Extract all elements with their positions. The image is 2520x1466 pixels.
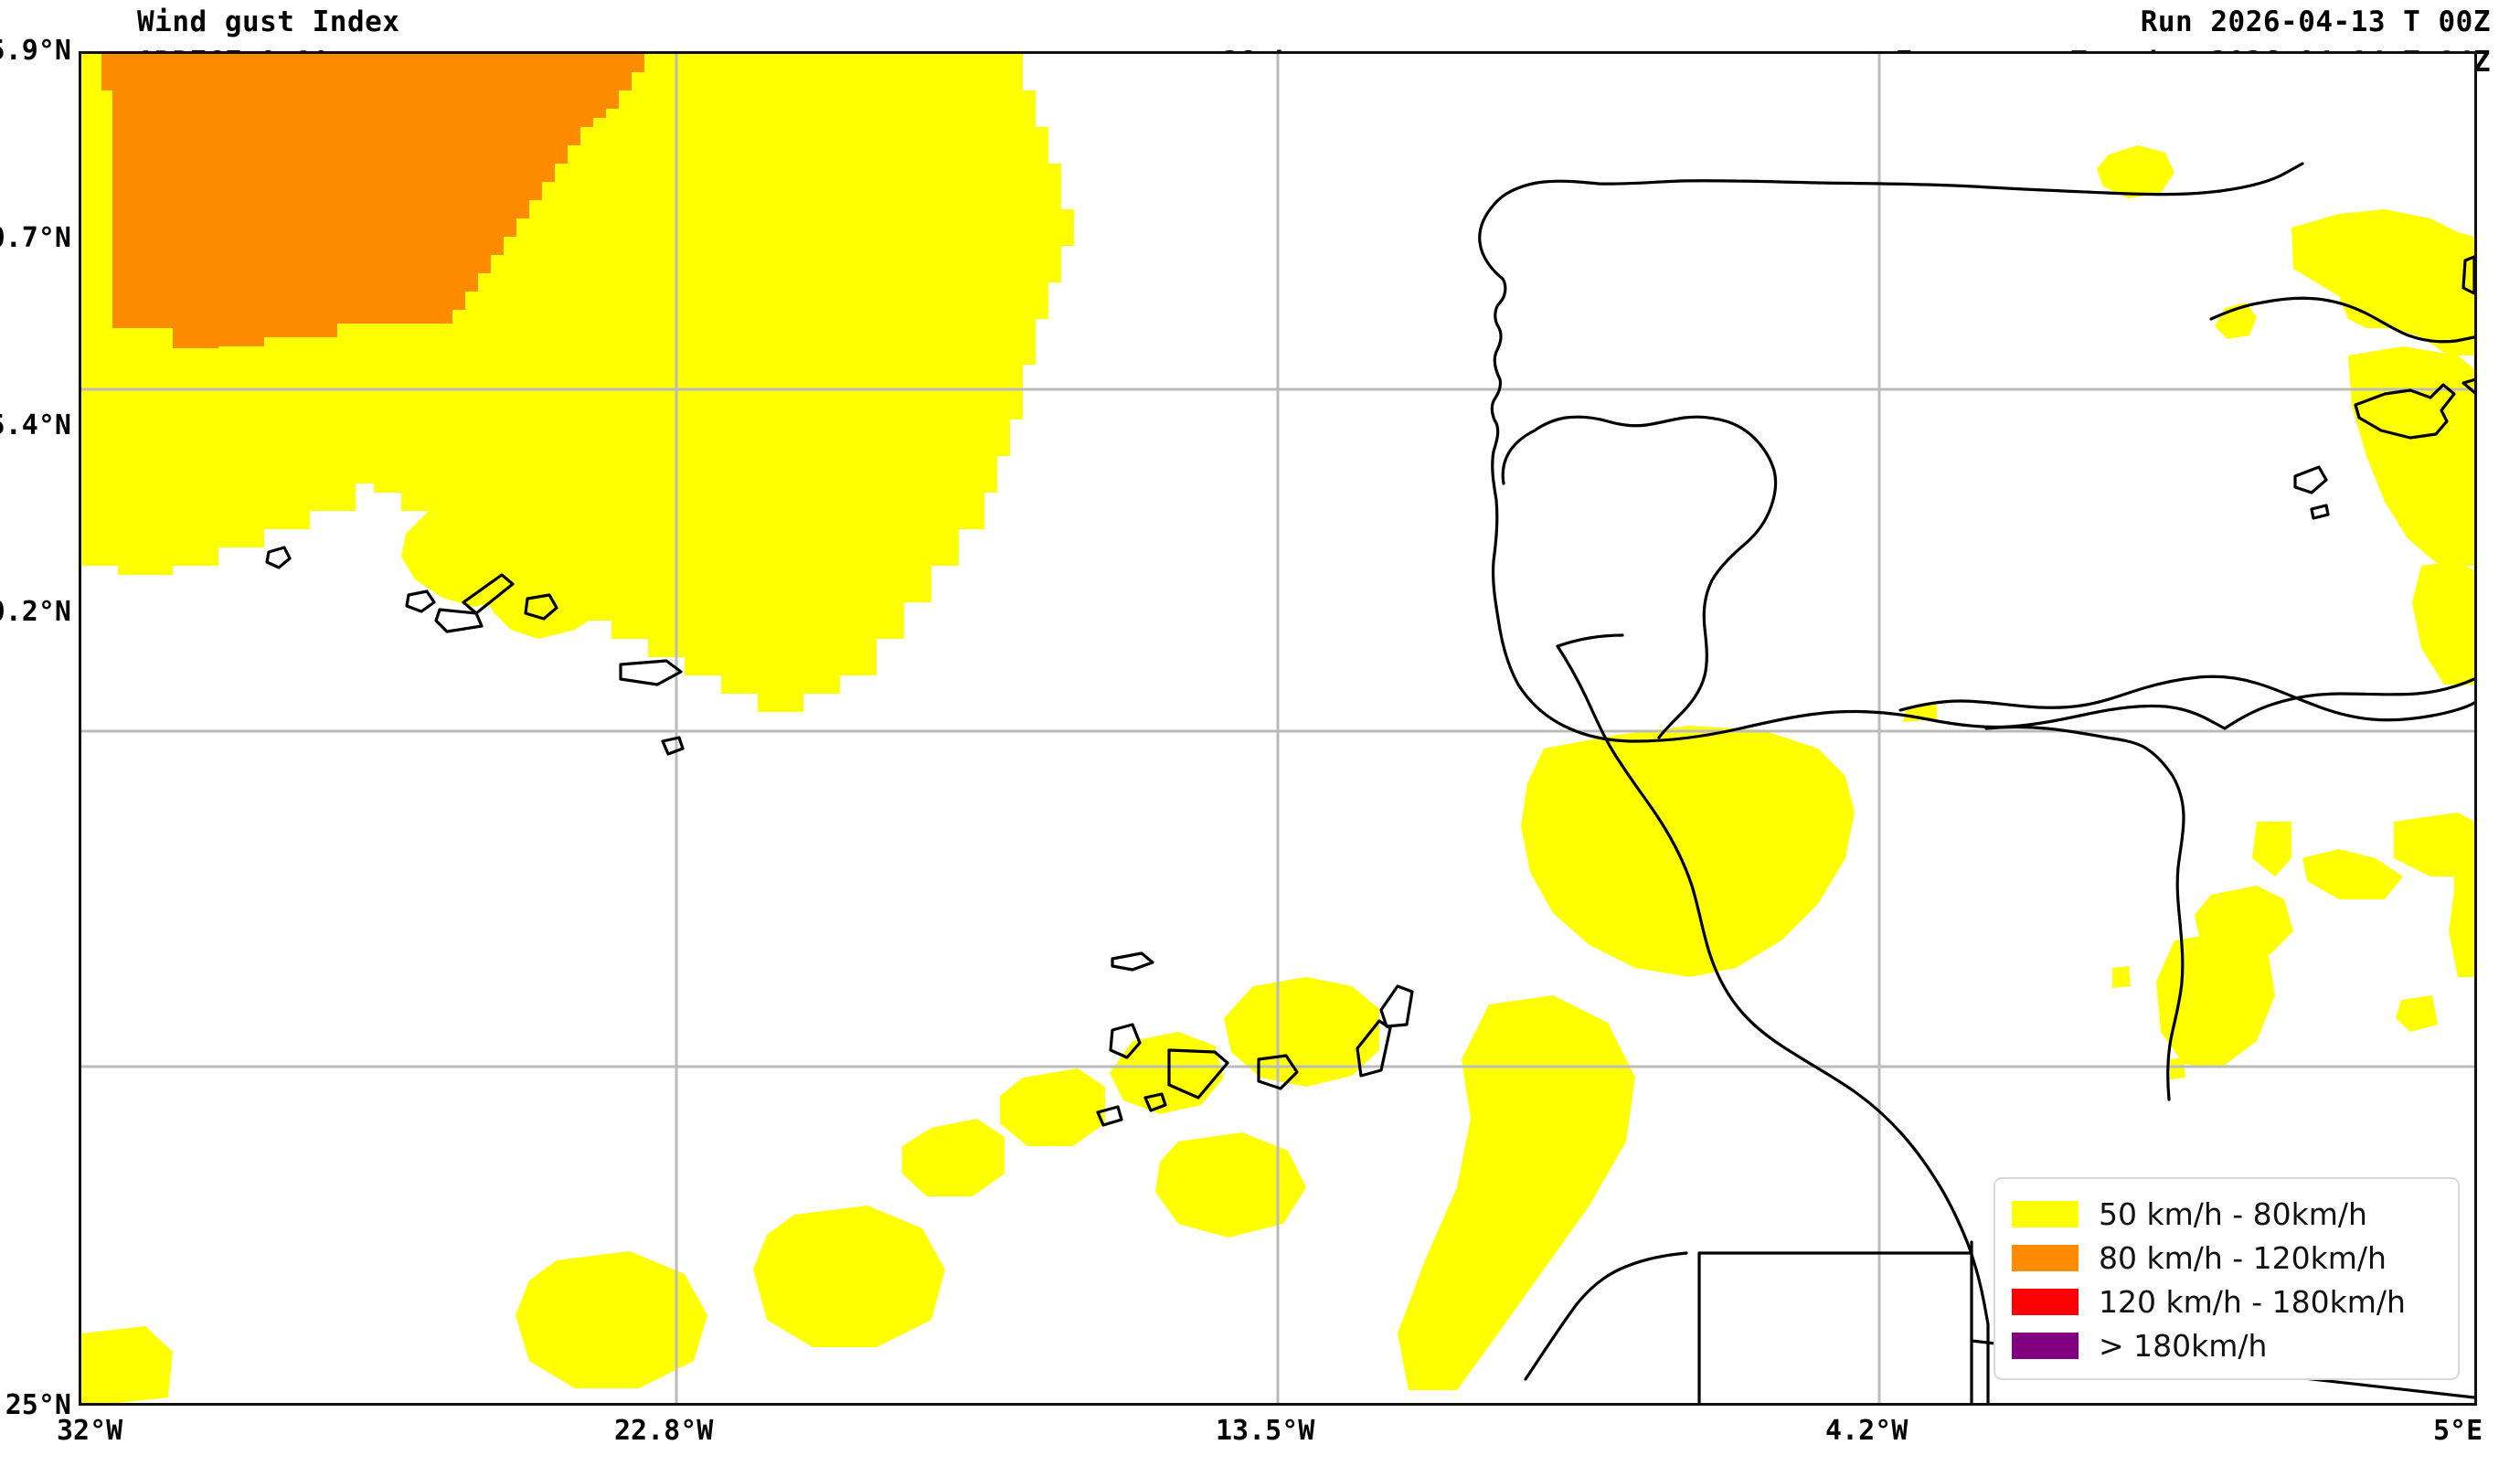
legend-label-purple: > 180km/h	[2099, 1327, 2268, 1364]
coastline-layer	[265, 162, 2474, 1403]
island-ibiza	[2293, 465, 2328, 494]
gust-area-yellow-atlas-8	[2396, 995, 2438, 1032]
island-azores-faial	[405, 590, 436, 613]
legend-swatch-yellow	[2012, 1200, 2079, 1227]
run-timestamp: Run 2026-04-13 T 00Z	[2140, 5, 2491, 38]
island-azores-terceira	[524, 593, 558, 621]
island-grancanaria	[1257, 1054, 1299, 1090]
island-menorca	[2462, 377, 2474, 395]
legend-label-orange: 80 km/h - 120km/h	[2099, 1239, 2387, 1276]
island-azores-pico	[462, 573, 515, 615]
legend-label-red: 120 km/h - 180km/h	[2099, 1283, 2406, 1320]
island-formentera	[2310, 504, 2330, 520]
border-western-sahara	[1697, 1240, 1973, 1403]
ytick-30-2n: 30.2°N	[0, 596, 71, 628]
gust-area-yellow-atlas-1	[2252, 822, 2291, 876]
gust-area-yellow-atlas-7	[2170, 1057, 2185, 1079]
legend-item-purple: > 180km/h	[2012, 1323, 2443, 1367]
gust-area-yellow-pyrenees-n	[2097, 145, 2174, 198]
xtick-5e: 5°E	[2433, 1415, 2483, 1447]
gust-area-yellow-canary-3	[1000, 1068, 1105, 1146]
gust-area-yellow-canary-7	[516, 1251, 707, 1388]
coastline-maghreb-med	[1898, 675, 2474, 722]
gust-area-yellow-sahara-coast-streak	[1398, 995, 1635, 1390]
legend-item-yellow: 50 km/h - 80km/h	[2012, 1192, 2443, 1236]
island-madeira	[1111, 951, 1154, 972]
gust-area-yellow-left-band	[81, 348, 452, 575]
xtick-22-8w: 22.8°W	[614, 1415, 714, 1447]
gust-area-yellow-canary-6	[753, 1206, 945, 1347]
island-azores-flores	[265, 546, 292, 569]
gust-area-yellow-canary-8	[81, 1326, 173, 1403]
coastline-gulf-of-lion	[2209, 296, 2474, 344]
legend-swatch-orange	[2012, 1244, 2079, 1271]
island-tenerife	[1167, 1048, 1229, 1100]
gust-area-yellow-atlas-6	[2112, 966, 2131, 988]
gust-area-yellow-balearic-ne	[2412, 561, 2474, 685]
island-azores-saojorge	[434, 608, 484, 633]
border-algeria	[1984, 725, 2185, 1101]
island-lanzarote	[1379, 984, 1414, 1028]
xtick-13-5w: 13.5°W	[1216, 1415, 1315, 1447]
wind-gust-field-layer	[81, 54, 2474, 1403]
island-mallorca	[2354, 383, 2456, 440]
island-azores-santamaria	[661, 736, 685, 756]
island-lapalma	[1109, 1023, 1142, 1059]
gust-area-yellow-catalonia	[2348, 346, 2474, 566]
island-gomera	[1143, 1092, 1167, 1112]
island-fuerteventura	[1356, 1019, 1392, 1078]
legend-item-red: 120 km/h - 180km/h	[2012, 1280, 2443, 1323]
gust-area-yellow-atlas-9	[2449, 845, 2474, 977]
gust-area-yellow-atlas-2	[2302, 849, 2403, 899]
gust-area-yellow-canary-5	[1155, 1132, 1306, 1238]
legend-item-orange: 80 km/h - 120km/h	[2012, 1236, 2443, 1280]
ytick-35-4n: 35.4°N	[0, 409, 71, 441]
gust-area-yellow-canary-4	[902, 1119, 1005, 1196]
coastline-iberia	[1478, 162, 2474, 743]
island-hierro	[1096, 1105, 1123, 1127]
gust-area-yellow-azores-tongue	[401, 502, 557, 607]
xtick-4-2w: 4.2°W	[1825, 1415, 1909, 1447]
legend-swatch-purple	[2012, 1332, 2079, 1359]
legend: 50 km/h - 80km/h 80 km/h - 120km/h 120 k…	[1994, 1177, 2460, 1380]
gust-area-orange-nw	[101, 54, 644, 356]
map-canvas	[81, 54, 2474, 1403]
island-corsica-edge	[2462, 255, 2474, 295]
border-sahara-north	[1524, 1251, 1688, 1381]
island-azores-saomiguel	[619, 659, 683, 686]
gust-area-yellow-morocco-coast	[1521, 726, 1855, 977]
legend-swatch-red	[2012, 1288, 2079, 1315]
xtick-32w: 32°W	[57, 1415, 123, 1447]
ytick-45-9n: 45.9°N	[0, 35, 71, 67]
coastline-north-africa	[1556, 633, 1990, 1403]
ytick-25n: 25°N	[5, 1389, 71, 1421]
page-title: Wind gust Index	[137, 5, 400, 38]
border-portugal-spain	[1501, 415, 1778, 739]
gust-area-yellow-atlas-5	[2156, 931, 2275, 1068]
legend-label-yellow: 50 km/h - 80km/h	[2099, 1195, 2367, 1232]
ytick-40-7n: 40.7°N	[0, 222, 71, 254]
gust-area-yellow-canary-2	[1110, 1032, 1224, 1114]
gust-area-yellow-gulf-of-lion	[2291, 209, 2474, 356]
gust-area-yellow-canary-1	[1224, 977, 1379, 1087]
